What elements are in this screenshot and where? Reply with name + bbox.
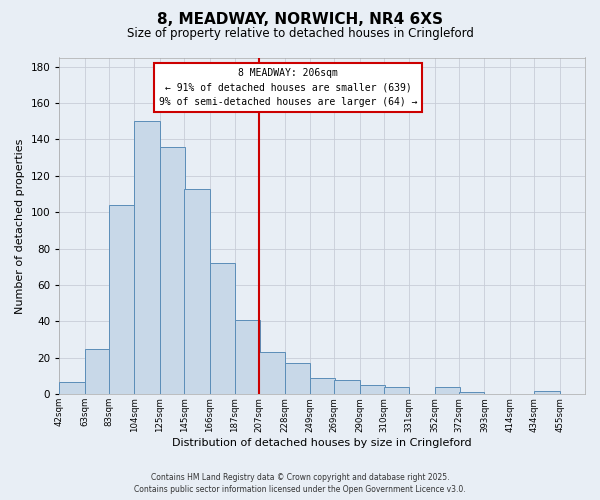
Y-axis label: Number of detached properties: Number of detached properties [15, 138, 25, 314]
Text: Contains HM Land Registry data © Crown copyright and database right 2025.
Contai: Contains HM Land Registry data © Crown c… [134, 472, 466, 494]
X-axis label: Distribution of detached houses by size in Cringleford: Distribution of detached houses by size … [172, 438, 472, 448]
Bar [310, 378, 335, 394]
Bar [109, 205, 134, 394]
Text: 8 MEADWAY: 206sqm
← 91% of detached houses are smaller (639)
9% of semi-detached: 8 MEADWAY: 206sqm ← 91% of detached hous… [159, 68, 417, 107]
Bar [435, 387, 460, 394]
Bar [384, 387, 409, 394]
Bar [134, 121, 160, 394]
Bar [59, 382, 85, 394]
Bar [534, 390, 560, 394]
Text: 8, MEADWAY, NORWICH, NR4 6XS: 8, MEADWAY, NORWICH, NR4 6XS [157, 12, 443, 28]
Bar [360, 385, 385, 394]
Bar [85, 349, 110, 395]
Text: Size of property relative to detached houses in Cringleford: Size of property relative to detached ho… [127, 28, 473, 40]
Bar [209, 263, 235, 394]
Bar [235, 320, 260, 394]
Bar [259, 352, 284, 395]
Bar [284, 364, 310, 394]
Bar [334, 380, 360, 394]
Bar [160, 146, 185, 394]
Bar [184, 188, 209, 394]
Bar [459, 392, 484, 394]
